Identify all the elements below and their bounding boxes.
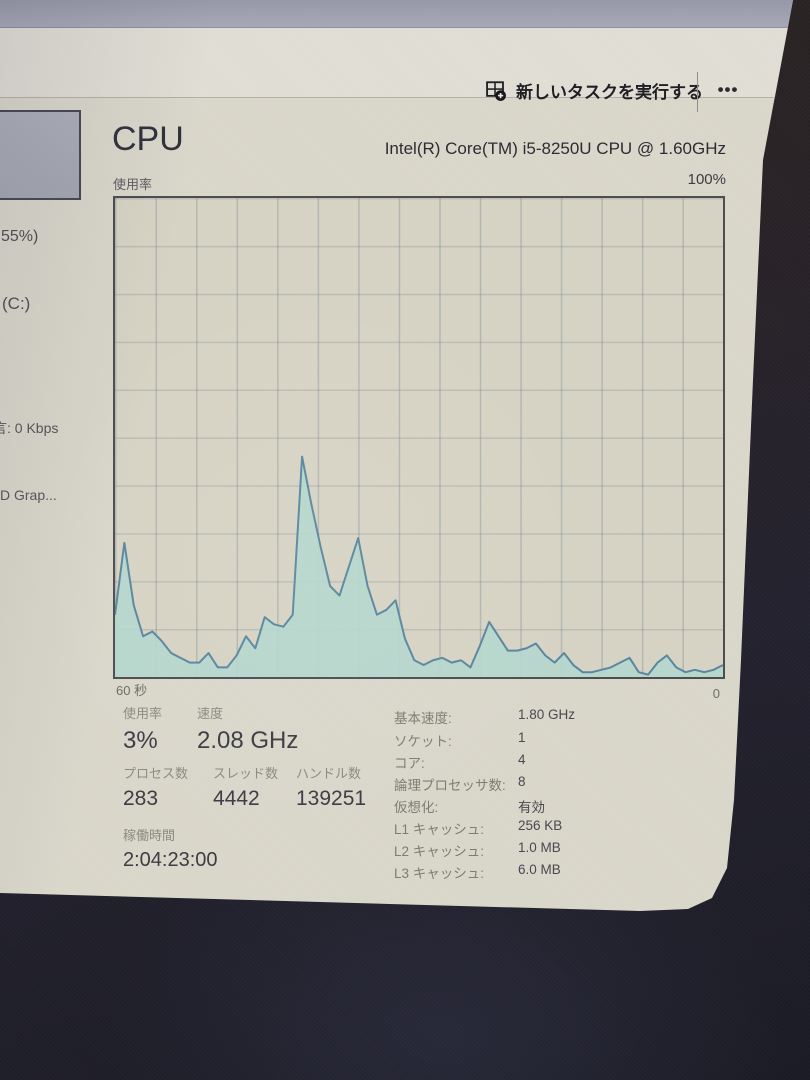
detail-label: コア: — [394, 756, 425, 771]
stat-speed-label: 速度 — [197, 706, 224, 721]
stat-uptime-label: 稼働時間 — [123, 828, 176, 843]
detail-value: 有効 — [518, 800, 545, 815]
stat-usage-value: 3% — [123, 727, 158, 754]
detail-value: 1 — [518, 730, 526, 745]
zero-axis-label: 0 — [712, 686, 720, 701]
detail-value: 6.0 MB — [518, 862, 561, 877]
detail-value: 8 — [518, 774, 526, 789]
window-plus-icon — [484, 79, 507, 102]
sidebar-item-cpu-selected[interactable] — [0, 110, 81, 200]
sidebar-item-gpu[interactable]: D Grap... — [0, 487, 57, 503]
detail-l2-cache: L2 キャッシュ: 1.0 MB — [394, 840, 724, 860]
detail-label: L2 キャッシュ: — [394, 844, 485, 859]
detail-label: L1 キャッシュ: — [394, 822, 485, 837]
detail-cores: コア: 4 — [394, 752, 724, 772]
run-new-task-label: 新しいタスクを実行する — [516, 82, 703, 102]
more-options-button[interactable]: ••• — [706, 72, 750, 108]
cpu-model-subtitle: Intel(R) Core(TM) i5-8250U CPU @ 1.60GHz — [384, 139, 726, 158]
cpu-usage-chart[interactable] — [113, 196, 725, 679]
detail-base-speed: 基本速度: 1.80 GHz — [394, 707, 724, 727]
run-new-task-button[interactable]: 新しいタスクを実行する — [478, 72, 709, 108]
cpu-usage-line — [115, 457, 723, 675]
time-axis-label: 60 秒 — [116, 683, 148, 698]
max-percent-label: 100% — [687, 171, 726, 188]
usage-axis-label: 使用率 — [113, 177, 153, 192]
stat-processes-value: 283 — [123, 787, 159, 810]
sidebar-item-memory[interactable]: 55%) — [1, 228, 39, 245]
detail-label: 基本速度: — [394, 711, 452, 726]
detail-l1-cache: L1 キャッシュ: 256 KB — [394, 818, 724, 838]
page-title: CPU — [112, 120, 184, 158]
detail-label: 論理プロセッサ数: — [394, 778, 506, 793]
stat-speed-value: 2.08 GHz — [197, 727, 299, 754]
detail-value: 1.0 MB — [518, 840, 561, 855]
detail-value: 256 KB — [518, 818, 563, 833]
detail-logical-processors: 論理プロセッサ数: 8 — [394, 774, 724, 794]
task-manager-toolbar: 新しいタスクを実行する ••• — [0, 28, 793, 112]
detail-label: L3 キャッシュ: — [394, 866, 485, 881]
detail-value: 4 — [518, 752, 526, 767]
stat-uptime: 稼働時間 2:04:23:00 — [123, 825, 218, 872]
stat-processes-label: プロセス数 — [123, 766, 189, 781]
stat-speed: 速度 2.08 GHz — [197, 703, 298, 755]
stat-processes: プロセス数 283 — [123, 763, 188, 811]
stat-handles: ハンドル数 139251 — [296, 763, 366, 811]
sidebar-item-disk[interactable]: (C:) — [2, 294, 31, 313]
window-title-strip — [0, 0, 793, 28]
sidebar-item-network[interactable]: 言: 0 Kbps — [0, 420, 59, 436]
detail-l3-cache: L3 キャッシュ: 6.0 MB — [394, 862, 724, 882]
detail-label: 仮想化: — [394, 800, 439, 815]
detail-virtualization: 仮想化: 有効 — [394, 796, 724, 816]
ellipsis-icon: ••• — [717, 80, 739, 99]
stat-threads: スレッド数 4442 — [213, 763, 278, 811]
stat-handles-value: 139251 — [296, 787, 367, 810]
stat-usage-label: 使用率 — [123, 706, 163, 721]
detail-sockets: ソケット: 1 — [394, 730, 724, 750]
detail-value: 1.80 GHz — [518, 707, 576, 722]
stat-handles-label: ハンドル数 — [296, 766, 362, 781]
stat-usage: 使用率 3% — [123, 703, 162, 755]
detail-label: ソケット: — [394, 734, 452, 749]
toolbar-divider — [697, 72, 698, 112]
stat-threads-label: スレッド数 — [213, 766, 279, 781]
cpu-usage-area — [115, 456, 723, 677]
stat-threads-value: 4442 — [213, 787, 260, 810]
stat-uptime-value: 2:04:23:00 — [123, 849, 218, 871]
